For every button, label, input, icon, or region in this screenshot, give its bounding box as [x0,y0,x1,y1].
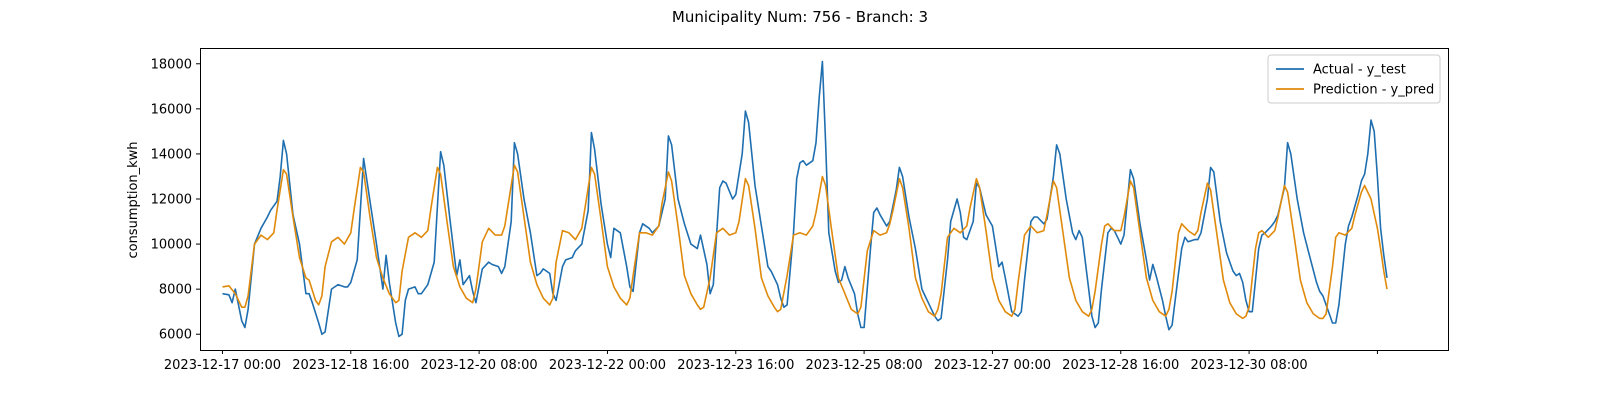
x-tick-label-4: 2023-12-23 16:00 [677,358,794,373]
x-tick-label-8: 2023-12-30 08:00 [1191,358,1308,373]
series-line-0 [222,60,1388,338]
plot-frame [200,48,1449,351]
series-layer [222,60,1388,338]
series-line-1 [222,164,1388,320]
x-tick-label-0: 2023-12-17 00:00 [164,358,281,373]
x-tick-label-5: 2023-12-25 08:00 [806,358,923,373]
y-tick-label-0: 6000 [159,328,192,343]
x-tick-label-2: 2023-12-20 08:00 [421,358,538,373]
y-tick-label-5: 16000 [151,102,192,117]
x-tick-label-1: 2023-12-18 16:00 [292,358,409,373]
axes-layer: 6000 8000 10000 12000 14000 16000 18000 2023-12… [151,57,1378,373]
y-tick-label-6: 18000 [151,57,192,72]
y-tick-label-4: 14000 [151,147,192,162]
legend: Actual - y_test Prediction - y_pred [1267,54,1441,104]
x-tick-label-3: 2023-12-22 00:00 [549,358,666,373]
y-tick-label-1: 8000 [159,283,192,298]
chart-title: Municipality Num: 756 - Branch: 3 [672,8,928,26]
y-tick-label-2: 10000 [151,238,192,253]
x-tick-label-7: 2023-12-28 16:00 [1062,358,1179,373]
y-axis-label: consumption_kwh [126,141,141,258]
legend-label-0: Actual - y_test [1313,63,1406,78]
y-tick-label-3: 12000 [151,193,192,208]
x-tick-label-6: 2023-12-27 00:00 [934,358,1051,373]
legend-label-1: Prediction - y_pred [1313,83,1434,98]
legend-box [1267,54,1441,104]
